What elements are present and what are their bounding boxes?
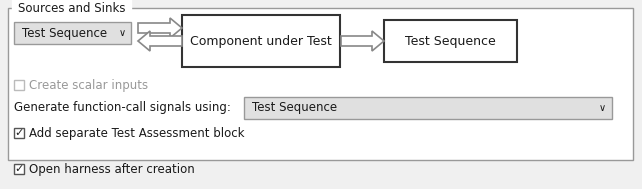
Polygon shape [138,31,182,51]
Text: Test Sequence: Test Sequence [252,101,337,115]
Text: Sources and Sinks: Sources and Sinks [18,2,125,15]
Text: Component under Test: Component under Test [190,35,332,47]
FancyBboxPatch shape [182,15,340,67]
FancyBboxPatch shape [244,97,612,119]
Text: Test Sequence: Test Sequence [405,35,496,47]
Text: Open harness after creation: Open harness after creation [29,163,195,176]
Text: ✓: ✓ [14,128,24,138]
Text: Test Sequence: Test Sequence [22,26,107,40]
FancyBboxPatch shape [14,164,24,174]
FancyBboxPatch shape [14,22,131,44]
Text: ∨: ∨ [118,28,126,38]
Polygon shape [138,18,182,38]
Text: ✓: ✓ [14,164,24,174]
FancyBboxPatch shape [384,20,517,62]
Text: Create scalar inputs: Create scalar inputs [29,78,148,91]
Text: Generate function-call signals using:: Generate function-call signals using: [14,101,231,115]
FancyBboxPatch shape [14,128,24,138]
Polygon shape [341,31,384,51]
FancyBboxPatch shape [14,80,24,90]
Text: Add separate Test Assessment block: Add separate Test Assessment block [29,126,245,139]
Text: ∨: ∨ [598,103,605,113]
FancyBboxPatch shape [8,8,633,160]
